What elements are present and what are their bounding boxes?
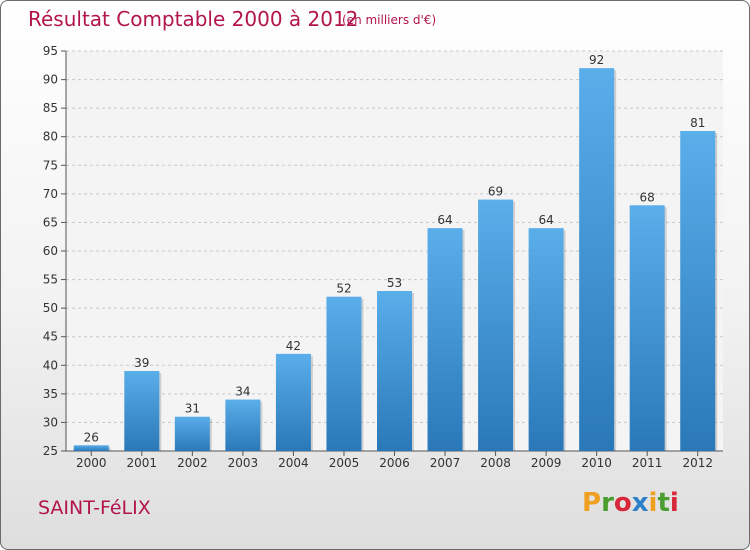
bar [528, 228, 564, 451]
y-tick-label: 35 [43, 387, 58, 401]
bar [478, 199, 514, 451]
proxiti-logo: Proxiti [582, 488, 679, 518]
data-label: 69 [488, 185, 503, 199]
x-tick-label: 2008 [480, 456, 511, 470]
data-label: 53 [387, 276, 402, 290]
bar [579, 68, 615, 452]
y-tick-label: 25 [43, 444, 58, 458]
logo-letter: P [582, 488, 602, 518]
y-tick-label: 45 [43, 330, 58, 344]
bar [629, 205, 665, 451]
bar [326, 296, 362, 451]
y-tick-label: 60 [43, 244, 58, 258]
bar [275, 353, 311, 451]
data-label: 52 [336, 282, 351, 296]
x-tick-label: 2011 [632, 456, 663, 470]
data-label: 31 [185, 402, 200, 416]
x-tick-label: 2005 [329, 456, 360, 470]
data-label: 34 [235, 385, 250, 399]
x-tick-label: 2002 [177, 456, 208, 470]
logo-letter: i [669, 488, 679, 518]
y-tick-label: 90 [43, 73, 58, 87]
x-tick-label: 2000 [76, 456, 107, 470]
y-tick-label: 50 [43, 301, 58, 315]
bar [73, 445, 109, 451]
logo-letter: o [613, 488, 632, 518]
y-tick-label: 40 [43, 358, 58, 372]
bar [174, 416, 210, 451]
y-tick-label: 95 [43, 44, 58, 58]
x-tick-label: 2001 [127, 456, 158, 470]
data-label: 64 [538, 213, 553, 227]
x-tick-label: 2004 [278, 456, 309, 470]
x-tick-label: 2007 [430, 456, 461, 470]
bar [680, 131, 716, 451]
chart-title: Résultat Comptable 2000 à 2012 [28, 7, 359, 31]
data-label: 92 [589, 53, 604, 67]
bar [427, 228, 463, 451]
logo-letter: i [648, 488, 658, 518]
chart-subtitle: (en milliers d'€) [342, 13, 437, 27]
y-tick-label: 75 [43, 158, 58, 172]
y-tick-label: 85 [43, 101, 58, 115]
logo-letter: r [601, 488, 614, 518]
y-tick-label: 30 [43, 415, 58, 429]
data-label: 26 [84, 430, 99, 444]
logo-letter: x [631, 488, 649, 518]
x-tick-label: 2003 [228, 456, 259, 470]
data-label: 42 [286, 339, 301, 353]
bar [225, 399, 261, 451]
x-tick-label: 2009 [531, 456, 562, 470]
data-label: 68 [640, 190, 655, 204]
commune-name: SAINT-FéLIX [38, 497, 151, 519]
data-label: 39 [134, 356, 149, 370]
x-tick-label: 2010 [581, 456, 612, 470]
data-label: 81 [690, 116, 705, 130]
y-tick-label: 80 [43, 130, 58, 144]
bar [377, 291, 412, 451]
x-tick-label: 2006 [379, 456, 410, 470]
x-tick-label: 2012 [682, 456, 713, 470]
logo-letter: t [657, 488, 670, 518]
y-tick-label: 70 [43, 187, 58, 201]
data-label: 64 [437, 213, 452, 227]
y-tick-label: 65 [43, 215, 58, 229]
bar [124, 371, 160, 451]
y-tick-label: 55 [43, 273, 58, 287]
